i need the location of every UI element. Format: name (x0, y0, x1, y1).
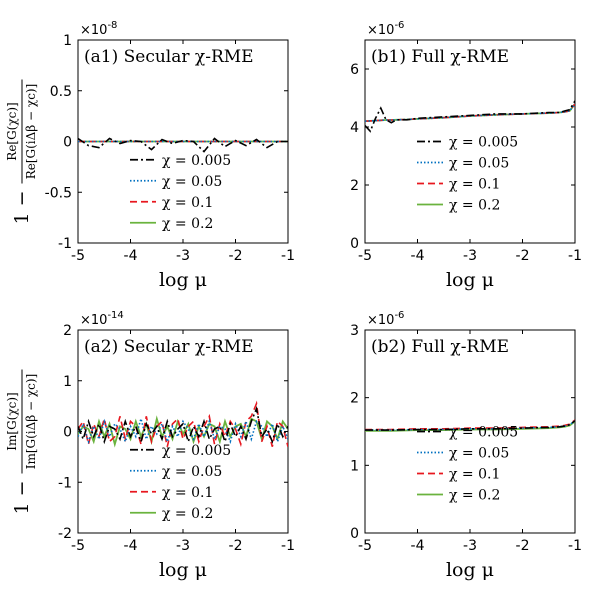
svg-text:Re[G(iΔβ − χc)]: Re[G(iΔβ − χc)] (24, 84, 38, 180)
svg-text:Re[G(χc)]: Re[G(χc)] (5, 102, 19, 160)
legend-label: χ = 0.05 (449, 446, 509, 462)
plot-frame (364, 329, 576, 534)
y-multiplier: ×10-6 (367, 310, 404, 328)
x-tick-label: -3 (176, 248, 190, 264)
x-tick-label: -2 (229, 538, 243, 554)
legend-label: χ = 0.2 (449, 488, 500, 504)
panel-a1: -1 -0.5 0 0.5 1 -5 -4 -3 -2 -1 ×10-8 log μ 1 − Re[G(χ… (5, 20, 295, 291)
panel-b1: 0 2 4 6 -5 -4 -3 -2 -1 ×10-6 log μ (b1) Full χ-RME χ… (350, 20, 582, 291)
y-tick-label: 4 (350, 120, 359, 136)
panel-title: (b2) Full χ-RME (371, 337, 509, 357)
legend-label: χ = 0.005 (449, 425, 518, 441)
x-tick-label: -5 (358, 538, 372, 554)
panel-title: (b1) Full χ-RME (371, 47, 509, 67)
x-axis-title: log μ (446, 269, 494, 291)
series-line-0.05 (365, 103, 575, 122)
x-tick-label: -1 (281, 538, 295, 554)
x-tick-label: -3 (463, 538, 477, 554)
series-line-0.1 (78, 400, 288, 448)
legend-label: χ = 0.005 (449, 135, 518, 151)
x-tick-label: -5 (71, 538, 85, 554)
y-tick-label: 1 (63, 374, 72, 390)
legend-label: χ = 0.05 (449, 156, 509, 172)
y-tick-label: -1 (58, 236, 72, 252)
legend-label: χ = 0.2 (162, 506, 213, 522)
y-tick-label: -2 (58, 526, 72, 542)
y-axis-title: 1 − Re[G(χc)] Re[G(iΔβ − χc)] (5, 79, 38, 225)
y-tick-label: 3 (350, 323, 359, 339)
panel-b2: 0 1 2 3 -5 -4 -3 -2 -1 ×10-6 log μ (b2) Full χ-RME χ… (350, 310, 582, 581)
x-tick-label: -3 (176, 538, 190, 554)
y-tick-label: 6 (350, 62, 359, 78)
x-tick-label: -4 (411, 248, 425, 264)
legend-label: χ = 0.1 (449, 467, 500, 483)
x-tick-label: -1 (568, 538, 582, 554)
x-axis-title: log μ (159, 269, 207, 291)
x-tick-label: -3 (463, 248, 477, 264)
svg-text:Im[G(χc)]: Im[G(χc)] (5, 392, 19, 450)
legend-label: χ = 0.05 (162, 174, 222, 190)
legend-label: χ = 0.005 (162, 443, 231, 459)
x-axis-title: log μ (446, 559, 494, 581)
legend-label: χ = 0.005 (162, 153, 231, 169)
svg-text:1 −: 1 − (11, 480, 33, 514)
series-line-0.005 (78, 405, 288, 445)
legend-label: χ = 0.05 (162, 464, 222, 480)
y-tick-label: 0 (350, 526, 359, 542)
y-axis-title: 1 − Im[G(χc)] Im[G(iΔβ − χc)] (5, 369, 38, 515)
y-tick-label: 2 (63, 323, 72, 339)
legend-label: χ = 0.2 (162, 216, 213, 232)
panel-a2: -2 -1 0 1 2 -5 -4 -3 -2 -1 ×10-14 log μ 1 − Im[G(χc)]… (5, 310, 295, 581)
plot-frame (364, 39, 576, 244)
y-tick-label: 0 (63, 135, 72, 151)
x-tick-label: -1 (568, 248, 582, 264)
legend-label: χ = 0.1 (162, 195, 213, 211)
x-tick-label: -5 (358, 248, 372, 264)
y-multiplier: ×10-8 (80, 20, 117, 38)
x-tick-label: -4 (124, 248, 138, 264)
panel-title: (a2) Secular χ-RME (84, 337, 254, 357)
y-tick-label: 0 (63, 425, 72, 441)
x-tick-label: -5 (71, 248, 85, 264)
y-multiplier: ×10-6 (367, 20, 404, 38)
y-tick-label: 1 (63, 33, 72, 49)
x-tick-label: -2 (516, 538, 530, 554)
x-tick-label: -4 (411, 538, 425, 554)
series-line-0.005 (365, 100, 575, 133)
x-tick-label: -2 (229, 248, 243, 264)
x-tick-label: -2 (516, 248, 530, 264)
panel-title: (a1) Secular χ-RME (84, 47, 254, 67)
x-tick-label: -1 (281, 248, 295, 264)
legend-label: χ = 0.1 (449, 177, 500, 193)
svg-text:1 −: 1 − (11, 190, 33, 224)
plot-frame (77, 329, 289, 534)
svg-text:Im[G(iΔβ − χc)]: Im[G(iΔβ − χc)] (24, 374, 38, 470)
y-tick-label: -1 (58, 475, 72, 491)
x-tick-label: -4 (124, 538, 138, 554)
y-tick-label: -0.5 (45, 185, 72, 201)
y-tick-label: 2 (350, 391, 359, 407)
x-axis-title: log μ (159, 559, 207, 581)
series-line-0.005 (365, 420, 575, 431)
y-tick-label: 0 (350, 236, 359, 252)
y-tick-label: 2 (350, 178, 359, 194)
y-tick-label: 1 (350, 458, 359, 474)
legend-label: χ = 0.2 (449, 198, 500, 214)
y-tick-label: 0.5 (50, 84, 72, 100)
y-multiplier: ×10-14 (80, 310, 124, 328)
legend-label: χ = 0.1 (162, 485, 213, 501)
